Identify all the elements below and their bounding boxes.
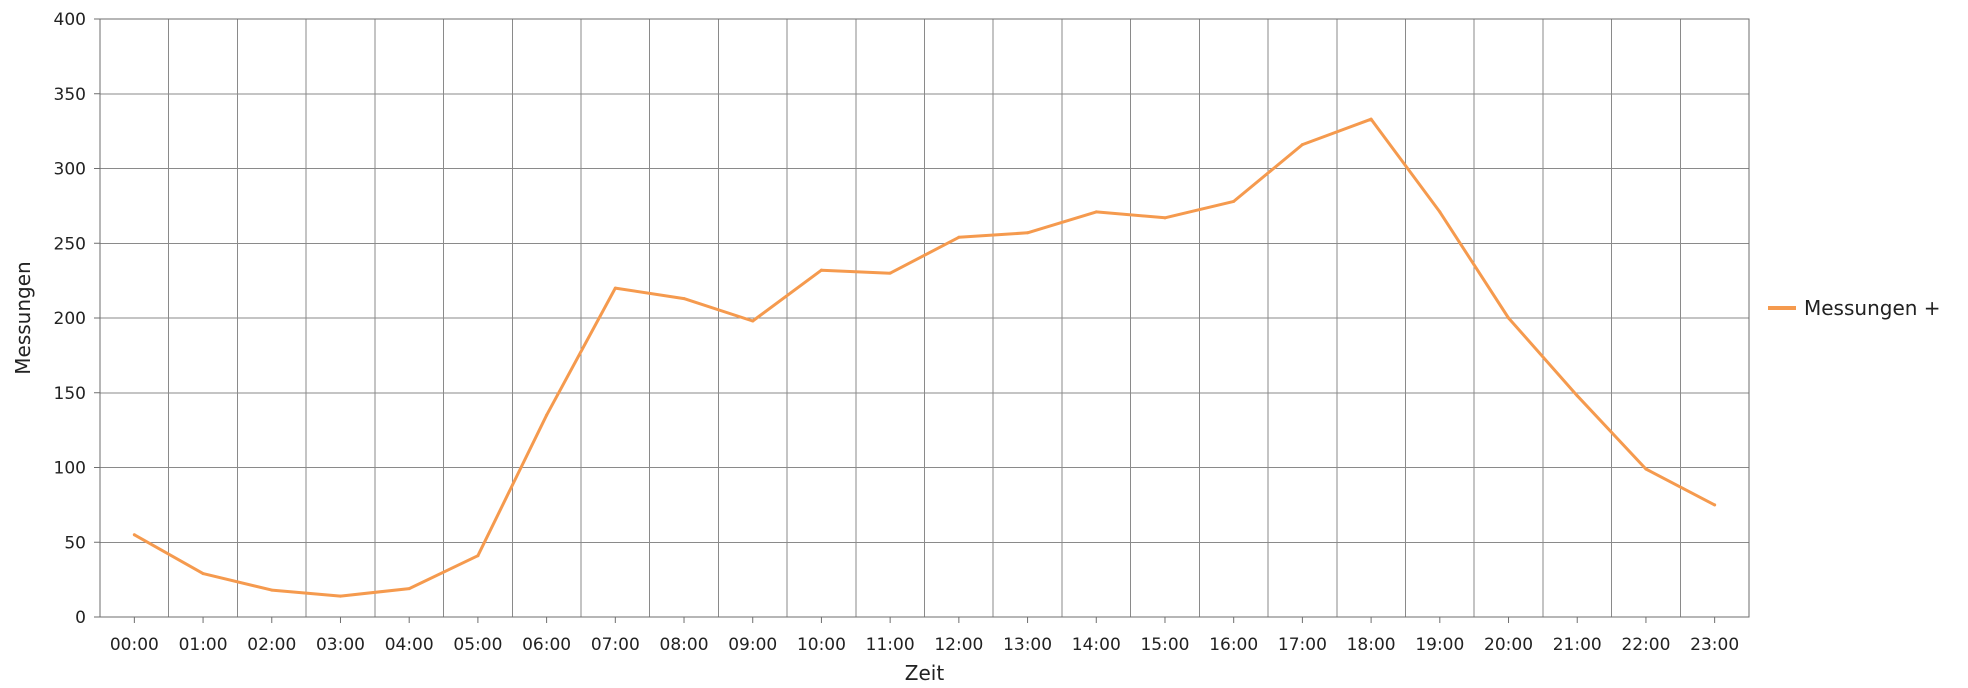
y-tick-label: 300 (54, 160, 86, 180)
data-point (819, 268, 823, 272)
x-tick-label: 11:00 (866, 635, 915, 655)
data-point (613, 286, 617, 290)
data-point (1163, 216, 1167, 220)
x-tick-label: 15:00 (1140, 635, 1189, 655)
data-point (1232, 199, 1236, 203)
data-point (682, 297, 686, 301)
data-point (1575, 394, 1579, 398)
series-lines (132, 117, 1717, 598)
y-tick-label: 0 (75, 608, 86, 628)
data-point (270, 588, 274, 592)
y-tick-label: 50 (64, 533, 86, 553)
x-tick-label: 01:00 (179, 635, 228, 655)
data-point (751, 319, 755, 323)
y-tick-label: 250 (54, 234, 86, 254)
data-point (1094, 210, 1098, 214)
x-tick-label: 03:00 (316, 635, 365, 655)
series-line (132, 117, 1717, 598)
data-point (888, 271, 892, 275)
x-axis-title: Zeit (905, 661, 945, 685)
data-point (1507, 316, 1511, 320)
data-point (201, 572, 205, 576)
y-tick-label: 350 (54, 85, 86, 105)
data-point (1438, 210, 1442, 214)
x-tick-label: 22:00 (1621, 635, 1670, 655)
x-tick-label: 21:00 (1553, 635, 1602, 655)
x-tick-label: 05:00 (453, 635, 502, 655)
x-tick-label: 12:00 (934, 635, 983, 655)
y-tick-label: 200 (54, 309, 86, 329)
data-point (545, 413, 549, 417)
data-point (1026, 231, 1030, 235)
y-tick-label: 400 (54, 10, 86, 30)
x-tick-label: 17:00 (1278, 635, 1327, 655)
x-tick-label: 23:00 (1690, 635, 1739, 655)
x-tick-label: 10:00 (797, 635, 846, 655)
x-tick-label: 09:00 (728, 635, 777, 655)
data-point (1713, 503, 1717, 507)
x-tick-label: 13:00 (1003, 635, 1052, 655)
data-point (132, 533, 136, 537)
x-tick-label: 18:00 (1347, 635, 1396, 655)
x-tick-label: 04:00 (385, 635, 434, 655)
data-point (1644, 467, 1648, 471)
y-axis-ticks: 0 50 100 150 200 250 300 350 400 (54, 10, 100, 628)
x-tick-label: 02:00 (247, 635, 296, 655)
x-tick-label: 19:00 (1415, 635, 1464, 655)
x-tick-label: 08:00 (660, 635, 709, 655)
y-tick-label: 100 (54, 459, 86, 479)
data-point (957, 235, 961, 239)
data-point (407, 587, 411, 591)
y-tick-label: 150 (54, 384, 86, 404)
data-point (338, 594, 342, 598)
x-tick-label: 00:00 (110, 635, 159, 655)
x-tick-label: 20:00 (1484, 635, 1533, 655)
legend: Messungen + (1768, 296, 1941, 320)
x-tick-label: 07:00 (591, 635, 640, 655)
x-tick-label: 06:00 (522, 635, 571, 655)
x-tick-label: 16:00 (1209, 635, 1258, 655)
y-axis-title: Messungen (11, 261, 35, 374)
data-point (476, 554, 480, 558)
grid-lines (100, 18, 1749, 618)
data-point (1369, 117, 1373, 121)
x-tick-label: 14:00 (1072, 635, 1121, 655)
legend-label: Messungen + (1804, 296, 1941, 320)
data-point (1300, 143, 1304, 147)
x-axis-ticks: 00:00 01:00 02:00 03:00 04:00 05:00 06:00 07:00… (110, 617, 1739, 655)
